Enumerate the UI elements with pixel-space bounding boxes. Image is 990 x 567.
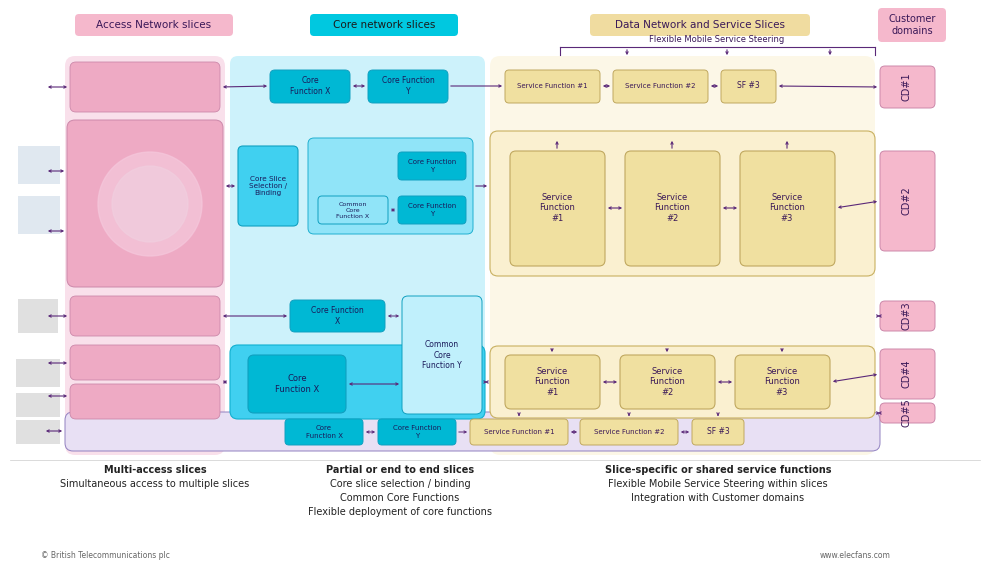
Text: CD#1: CD#1 [902, 73, 912, 101]
Text: Service Function #1: Service Function #1 [517, 83, 587, 89]
FancyBboxPatch shape [378, 419, 456, 445]
Text: Flexible Mobile Service Steering within slices: Flexible Mobile Service Steering within … [608, 479, 828, 489]
FancyBboxPatch shape [590, 14, 810, 36]
FancyBboxPatch shape [65, 56, 225, 455]
FancyBboxPatch shape [740, 151, 835, 266]
Circle shape [98, 152, 202, 256]
FancyBboxPatch shape [398, 196, 466, 224]
FancyBboxPatch shape [490, 346, 875, 418]
FancyBboxPatch shape [285, 419, 363, 445]
FancyBboxPatch shape [692, 419, 744, 445]
FancyBboxPatch shape [248, 355, 346, 413]
FancyBboxPatch shape [310, 14, 458, 36]
Bar [18, 299, 58, 333]
Text: Core
Function X: Core Function X [290, 76, 331, 96]
Bar [16, 359, 60, 387]
FancyBboxPatch shape [735, 355, 830, 409]
Text: Core Function
X: Core Function X [311, 306, 363, 326]
FancyBboxPatch shape [270, 70, 350, 103]
Text: Service
Function
#2: Service Function #2 [649, 367, 685, 397]
FancyBboxPatch shape [70, 296, 220, 336]
Text: Simultaneous access to multiple slices: Simultaneous access to multiple slices [60, 479, 249, 489]
Text: Service Function #2: Service Function #2 [625, 83, 695, 89]
Text: Service
Function
#1: Service Function #1 [534, 367, 570, 397]
FancyBboxPatch shape [625, 151, 720, 266]
FancyBboxPatch shape [75, 14, 233, 36]
FancyBboxPatch shape [505, 70, 600, 103]
Circle shape [112, 166, 188, 242]
FancyBboxPatch shape [490, 131, 875, 276]
FancyBboxPatch shape [470, 419, 568, 445]
FancyBboxPatch shape [510, 151, 605, 266]
FancyBboxPatch shape [308, 138, 473, 234]
FancyBboxPatch shape [880, 349, 935, 399]
Text: Core
Function X: Core Function X [275, 374, 319, 394]
FancyBboxPatch shape [318, 196, 388, 224]
FancyBboxPatch shape [880, 403, 935, 423]
Text: Service
Function
#2: Service Function #2 [654, 193, 690, 223]
Text: Flexible Mobile Service Steering: Flexible Mobile Service Steering [649, 35, 785, 44]
Text: SF #3: SF #3 [737, 82, 759, 91]
Text: Access Network slices: Access Network slices [96, 20, 212, 30]
Text: Core slice selection / binding: Core slice selection / binding [330, 479, 470, 489]
Bar [16, 393, 60, 417]
FancyBboxPatch shape [290, 300, 385, 332]
FancyBboxPatch shape [880, 151, 935, 251]
Text: Service
Function
#3: Service Function #3 [769, 193, 805, 223]
FancyBboxPatch shape [505, 355, 600, 409]
FancyBboxPatch shape [880, 301, 935, 331]
FancyBboxPatch shape [620, 355, 715, 409]
FancyBboxPatch shape [70, 384, 220, 419]
Text: CD#2: CD#2 [902, 187, 912, 215]
Text: Common
Core
Function Y: Common Core Function Y [422, 340, 462, 370]
Text: Common
Core
Function X: Common Core Function X [337, 201, 369, 218]
Text: Service Function #2: Service Function #2 [594, 429, 664, 435]
Text: Core Function
Y: Core Function Y [381, 76, 435, 96]
FancyBboxPatch shape [490, 56, 875, 455]
Text: Integration with Customer domains: Integration with Customer domains [632, 493, 805, 503]
Bar [18, 146, 60, 184]
FancyBboxPatch shape [398, 152, 466, 180]
Text: Core Function
Y: Core Function Y [393, 425, 442, 439]
Text: www.elecfans.com: www.elecfans.com [820, 551, 890, 560]
Text: Service
Function
#3: Service Function #3 [764, 367, 800, 397]
Text: Common Core Functions: Common Core Functions [341, 493, 459, 503]
FancyBboxPatch shape [368, 70, 448, 103]
Bar [16, 420, 60, 444]
FancyBboxPatch shape [880, 66, 935, 108]
Text: CD#4: CD#4 [902, 359, 912, 388]
FancyBboxPatch shape [613, 70, 708, 103]
Text: CD#3: CD#3 [902, 302, 912, 331]
Text: CD#5: CD#5 [902, 399, 912, 428]
FancyBboxPatch shape [67, 120, 223, 287]
FancyBboxPatch shape [402, 296, 482, 414]
FancyBboxPatch shape [721, 70, 776, 103]
Text: Core network slices: Core network slices [333, 20, 436, 30]
Text: Multi-access slices: Multi-access slices [104, 465, 206, 475]
Text: Customer
domains: Customer domains [888, 14, 936, 36]
Text: Service
Function
#1: Service Function #1 [540, 193, 575, 223]
Text: Core
Function X: Core Function X [306, 425, 343, 439]
Text: Slice-specific or shared service functions: Slice-specific or shared service functio… [605, 465, 832, 475]
FancyBboxPatch shape [230, 345, 485, 419]
FancyBboxPatch shape [65, 412, 880, 451]
Text: Data Network and Service Slices: Data Network and Service Slices [615, 20, 785, 30]
FancyBboxPatch shape [70, 345, 220, 380]
Text: Core Slice
Selection /
Binding: Core Slice Selection / Binding [248, 176, 287, 196]
Text: Flexible deployment of core functions: Flexible deployment of core functions [308, 507, 492, 517]
Text: SF #3: SF #3 [707, 428, 730, 437]
Text: Partial or end to end slices: Partial or end to end slices [326, 465, 474, 475]
FancyBboxPatch shape [70, 62, 220, 112]
Text: Service Function #1: Service Function #1 [484, 429, 554, 435]
FancyBboxPatch shape [238, 146, 298, 226]
FancyBboxPatch shape [878, 8, 946, 42]
Text: Core Function
Y: Core Function Y [408, 159, 456, 172]
Bar [18, 196, 60, 234]
Text: © British Telecommunications plc: © British Telecommunications plc [41, 551, 169, 560]
Text: Core Function
Y: Core Function Y [408, 204, 456, 217]
FancyBboxPatch shape [230, 56, 485, 423]
FancyBboxPatch shape [580, 419, 678, 445]
